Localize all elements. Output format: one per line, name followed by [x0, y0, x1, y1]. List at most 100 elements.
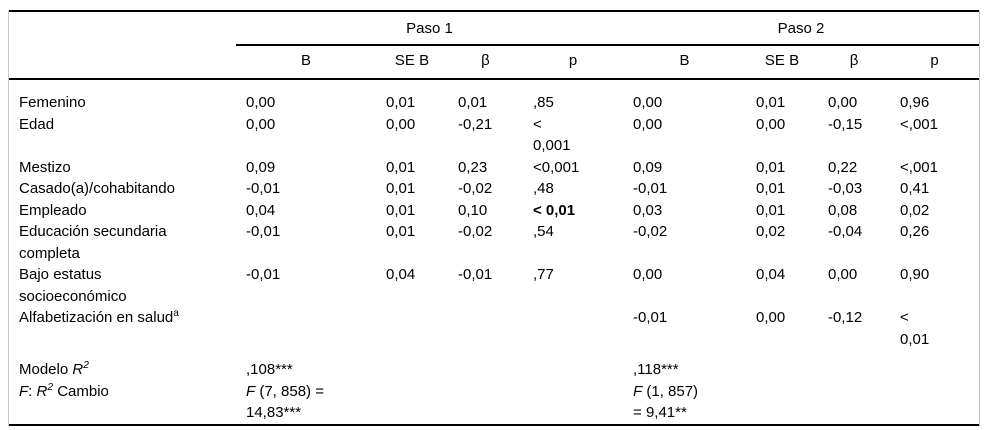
column-header-p2: p [890, 44, 980, 80]
table-cell: -0,01 [246, 223, 281, 240]
table-row: Femenino 0,00 0,01 0,01 ,85 0,00 0,01 0,00 0,96 [9, 79, 979, 114]
table-cell: 0,01 [386, 158, 416, 176]
table-cell: 0,00 [633, 115, 663, 133]
table-cell: 0,01 [756, 180, 786, 197]
table-cell: 0,01 [386, 94, 416, 111]
column-header-beta1: β [448, 44, 523, 80]
table-cell: ,108*** [246, 361, 293, 378]
spanner-paso-2: Paso 2 [623, 11, 980, 46]
table-cell [376, 381, 448, 425]
text-fragment: (7, 858) = 14,83*** [246, 382, 324, 422]
table-cell: 0,01 [756, 201, 786, 219]
table-cell: -0,01 [633, 180, 668, 197]
table-cell: -0,02 [633, 223, 668, 240]
row-label: Modelo R2 [9, 350, 236, 381]
table-cell: 0,23 [458, 158, 488, 176]
table-cell: 0,02 [756, 223, 786, 240]
table-cell: 0,08 [828, 201, 858, 219]
table-row: Educación secundaria completa -0,01 0,01 -0… [9, 221, 979, 264]
table-cell [818, 350, 890, 381]
table-cell: F (1, 857) = 9,41** [623, 381, 746, 425]
row-label: F: R2 Cambio [9, 381, 236, 425]
table-cell: 0,00 [246, 115, 276, 133]
table-cell: 0,00 [828, 94, 858, 111]
regression-table-wrap: Paso 1 Paso 2 B SE B β p B SE B β p Feme… [8, 10, 981, 426]
text-fragment: Modelo [19, 361, 73, 378]
table-cell: 0,04 [756, 266, 786, 283]
table-cell: -0,02 [458, 223, 493, 240]
spanner-row: Paso 1 Paso 2 [9, 11, 980, 46]
table-cell: < 0,01 [900, 309, 930, 348]
table-cell [376, 307, 448, 350]
table-cell: <0,001 [533, 158, 580, 176]
table-cell: 0,02 [900, 201, 930, 219]
text-fragment: Cambio [53, 382, 109, 400]
text-fragment: F [19, 382, 29, 400]
table-cell: 0,04 [386, 266, 416, 283]
table-cell [448, 381, 523, 425]
table-cell: 0,00 [633, 94, 663, 111]
table-cell: 0,00 [828, 266, 858, 283]
row-label: Alfabetización en saluda [9, 307, 236, 350]
table-cell: 0,41 [900, 180, 930, 197]
table-cell: 0,04 [246, 201, 276, 219]
table-cell: -0,21 [458, 115, 493, 133]
table-cell: 0,01 [756, 158, 786, 176]
table-row: Modelo R2 ,108*** ,118*** [9, 350, 979, 381]
table-cell: ,77 [533, 266, 554, 283]
table-cell: 0,96 [900, 94, 930, 111]
table-cell: 0,01 [386, 201, 416, 219]
table-cell: 0,00 [386, 115, 416, 133]
table-cell: 0,00 [246, 94, 276, 111]
table-cell [376, 350, 448, 381]
table-cell [448, 307, 523, 350]
table-cell: 0,01 [386, 180, 416, 197]
text-fragment: a [173, 308, 179, 319]
table-cell: 0,00 [633, 266, 663, 283]
table-cell: 0,22 [828, 158, 858, 176]
table-cell: F (7, 858) = 14,83*** [236, 381, 376, 425]
row-label: Edad [19, 115, 55, 133]
table-cell: 0,00 [756, 309, 786, 326]
table-cell: 0,09 [246, 158, 276, 176]
table-cell: -0,12 [828, 309, 863, 326]
column-header-seb1: SE B [376, 44, 448, 80]
table-cell [523, 350, 623, 381]
spanner-paso-1: Paso 1 [236, 11, 624, 46]
text-fragment: R [36, 382, 48, 400]
table-cell: 0,10 [458, 201, 488, 219]
table-cell: 0,01 [756, 94, 786, 111]
row-label: Mestizo [19, 158, 71, 176]
table-row: Empleado 0,04 0,01 0,10 < 0,01 0,03 0,01 0,08 0,… [9, 200, 979, 222]
table-cell [746, 381, 818, 425]
table-cell: 0,01 [458, 94, 488, 111]
text-fragment: 2 [47, 381, 54, 393]
table-cell [236, 307, 376, 350]
table-row: Bajo estatus socioeconómico -0,01 0,04 -0,0… [9, 264, 979, 307]
text-fragment: F [633, 382, 643, 400]
table-cell: 0,00 [756, 115, 786, 133]
table-cell: ,48 [533, 180, 554, 197]
table-row: Mestizo 0,09 0,01 0,23 <0,001 0,09 0,01 0,22 <,0… [9, 157, 979, 179]
table-cell: < 0,01 [533, 201, 576, 219]
text-fragment: : [28, 382, 37, 400]
table-row: Alfabetización en saluda -0,01 0,00 -0,12 < … [9, 307, 979, 350]
table-row: Edad 0,00 0,00 -0,21 < 0,001 0,00 0,00 -0,15 <,0… [9, 114, 979, 157]
table-cell: -0,01 [458, 266, 493, 283]
table-cell: < 0,001 [533, 115, 571, 155]
row-label: Bajo estatus socioeconómico [19, 266, 127, 305]
table-cell: ,85 [533, 94, 554, 111]
text-fragment: R [72, 361, 84, 378]
row-label: Educación secundaria completa [19, 223, 167, 262]
table-cell: -0,04 [828, 223, 863, 240]
regression-table: Paso 1 Paso 2 B SE B β p B SE B β p Feme… [9, 10, 980, 426]
text-fragment: Alfabetización en salud [19, 309, 174, 326]
text-fragment: (1, 857) = 9,41** [633, 382, 699, 422]
column-header-p1: p [523, 44, 624, 80]
text-fragment: F [246, 382, 256, 400]
text-fragment: 2 [83, 360, 89, 371]
table-cell: -0,01 [246, 266, 281, 283]
column-header-empty [9, 44, 236, 80]
column-header-seb2: SE B [746, 44, 819, 80]
